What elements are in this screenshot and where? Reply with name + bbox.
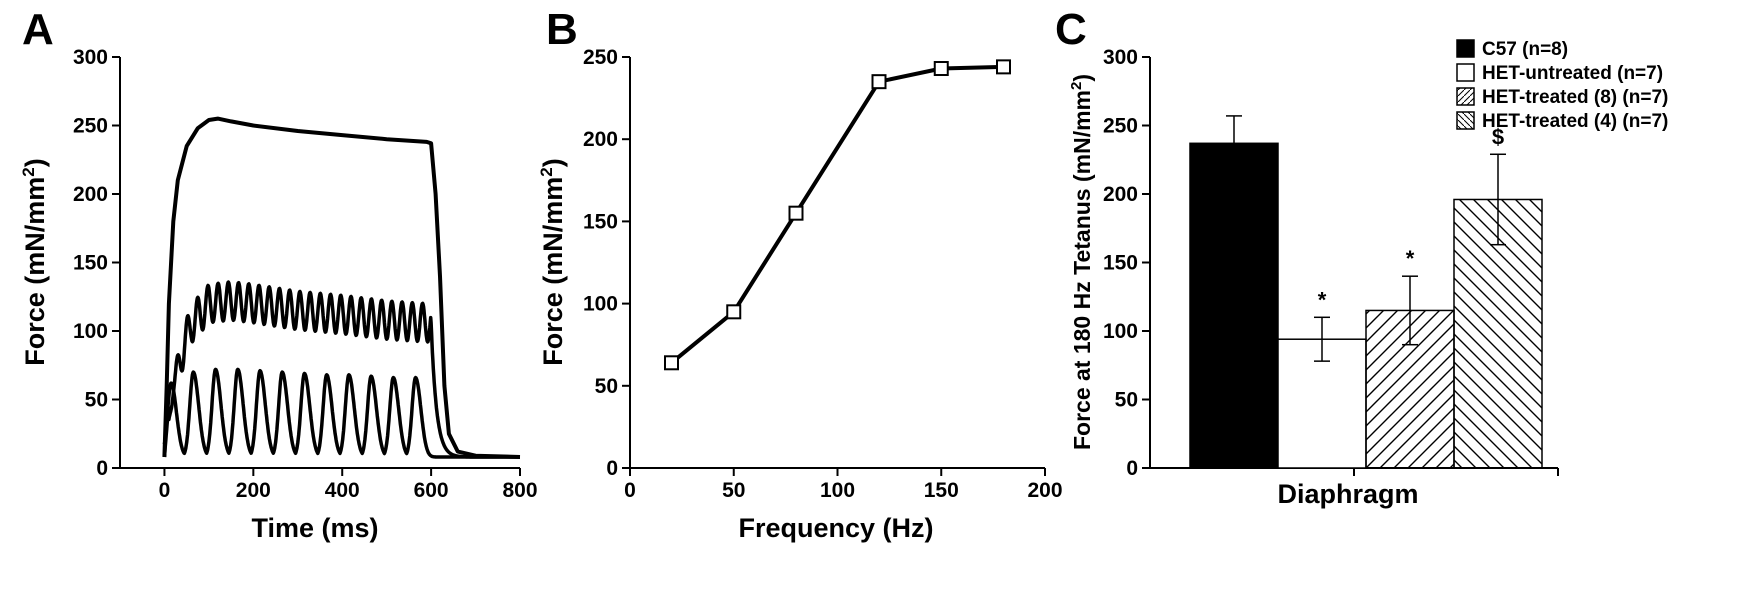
panel-b-series <box>664 59 1011 371</box>
panel-c-bars: * * $ <box>1189 115 1543 469</box>
legend-label: HET-treated (4) (n=7) <box>1482 111 1668 132</box>
y-tick-label: 100 <box>583 293 618 316</box>
panel-b-xlabel: Frequency (Hz) <box>738 513 933 543</box>
panel-a-axes: 0 50 100 150 200 250 300 0 200 400 600 800 <box>73 46 538 502</box>
panel-a-xlabel: Time (ms) <box>251 513 378 543</box>
x-tick-label: 0 <box>159 479 171 502</box>
x-tick-label: 50 <box>722 479 745 502</box>
panel-b: B 0 50 100 150 200 250 0 50 100 150 200 Frequency … <box>537 5 1063 543</box>
y-tick-label: 250 <box>73 115 108 138</box>
panel-c: C 0 50 100 150 200 250 300 * * $ C57 (n=8) HET-un… <box>1055 5 1668 509</box>
legend-swatch <box>1456 87 1475 106</box>
panel-c-ylabel: Force at 180 Hz Tetanus (mN/mm2) <box>1068 74 1095 450</box>
data-point <box>788 205 804 221</box>
y-tick-label: 300 <box>73 46 108 69</box>
x-tick-label: 150 <box>924 479 959 502</box>
y-tick-label: 300 <box>1103 46 1138 69</box>
data-point <box>933 61 949 77</box>
panel-b-axes: 0 50 100 150 200 250 0 50 100 150 200 <box>583 46 1063 502</box>
significance-marker: $ <box>1492 124 1504 149</box>
y-tick-label: 0 <box>96 457 108 480</box>
y-tick-label: 50 <box>1115 389 1138 412</box>
legend-label: HET-untreated (n=7) <box>1482 63 1663 84</box>
trace-twitch <box>162 367 522 459</box>
panel-a-ylabel: Force (mN/mm2) <box>19 158 50 366</box>
y-tick-label: 100 <box>1103 320 1138 343</box>
x-tick-label: 200 <box>236 479 271 502</box>
data-point <box>871 74 887 90</box>
y-tick-label: 100 <box>73 320 108 343</box>
y-tick-label: 0 <box>1126 457 1138 480</box>
significance-marker: * <box>1318 287 1327 312</box>
series-line <box>670 64 1004 365</box>
x-tick-label: 200 <box>1027 479 1062 502</box>
data-point <box>996 59 1011 75</box>
panel-a-letter: A <box>22 5 54 54</box>
y-tick-label: 50 <box>85 389 108 412</box>
panel-a: A 0 50 100 150 200 250 300 0 200 400 600 800 Time (… <box>19 5 538 543</box>
y-tick-label: 250 <box>583 46 618 69</box>
x-tick-label: 400 <box>325 479 360 502</box>
y-tick-label: 0 <box>606 457 618 480</box>
panel-c-xlabel: Diaphragm <box>1277 479 1418 509</box>
significance-marker: * <box>1406 246 1415 271</box>
y-tick-label: 200 <box>583 128 618 151</box>
legend-label: C57 (n=8) <box>1482 39 1568 60</box>
y-tick-label: 150 <box>583 210 618 233</box>
y-tick-label: 250 <box>1103 115 1138 138</box>
legend-swatch <box>1456 111 1475 130</box>
panel-b-ylabel: Force (mN/mm2) <box>537 158 568 366</box>
x-tick-label: 0 <box>624 479 636 502</box>
legend-label: HET-treated (8) (n=7) <box>1482 87 1668 108</box>
data-point <box>726 304 742 320</box>
bar <box>1189 142 1279 469</box>
legend-swatch <box>1456 39 1475 58</box>
y-tick-label: 50 <box>595 375 618 398</box>
panel-c-letter: C <box>1055 5 1087 54</box>
panel-c-legend: C57 (n=8) HET-untreated (n=7) HET-treated … <box>1456 39 1668 132</box>
y-tick-label: 200 <box>73 183 108 206</box>
x-tick-label: 600 <box>414 479 449 502</box>
y-tick-label: 150 <box>73 252 108 275</box>
panel-a-traces <box>162 116 522 459</box>
x-tick-label: 100 <box>820 479 855 502</box>
legend-swatch <box>1456 63 1475 82</box>
data-point <box>664 355 679 371</box>
x-tick-label: 800 <box>502 479 537 502</box>
panel-b-letter: B <box>546 5 578 54</box>
y-tick-label: 200 <box>1103 183 1138 206</box>
trace-tetanus <box>162 116 521 459</box>
y-tick-label: 150 <box>1103 252 1138 275</box>
